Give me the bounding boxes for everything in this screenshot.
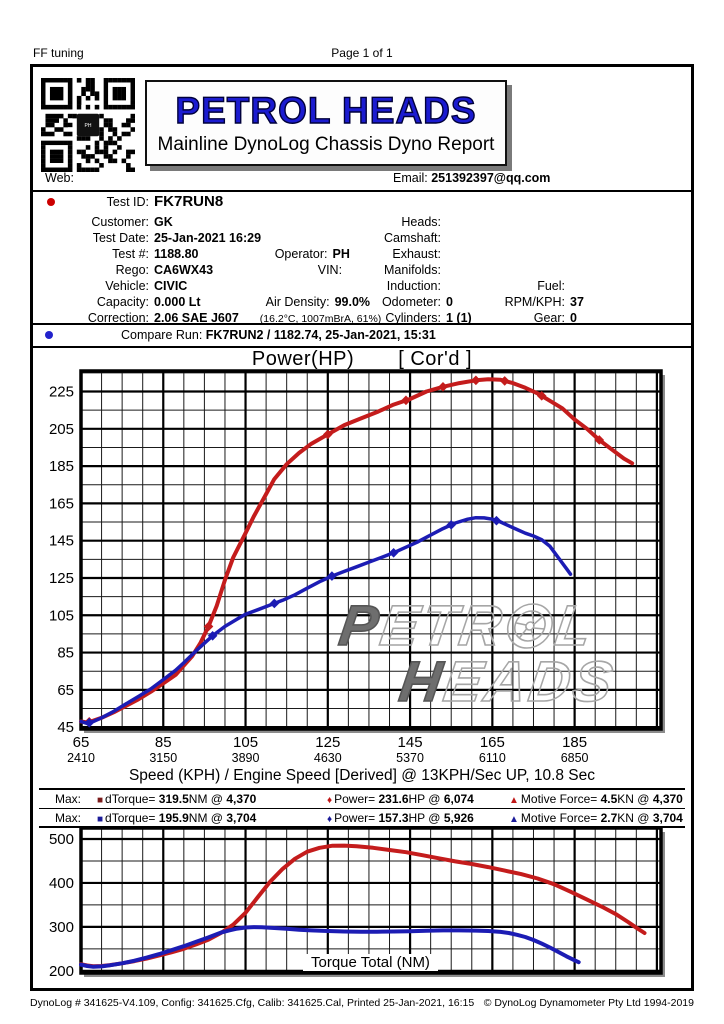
legend-item: ■ dTorque= 319.5NM @ 4,370	[97, 792, 257, 806]
power-chart-title: Power(HP) [ Cor'd ]	[33, 348, 691, 371]
compare-run-bullet	[45, 331, 53, 339]
legend-marker-icon: ■	[97, 814, 104, 825]
svg-text:45: 45	[57, 719, 74, 736]
power-chart-plot: 4565851051251451651852052256524108531501…	[49, 369, 665, 765]
compare-run-value: FK7RUN2 / 1182.74, 25-Jan-2021, 15:31	[205, 328, 436, 342]
divider	[33, 190, 691, 192]
chart-legend: Max: ■ dTorque= 319.5NM @ 4,370 ♦ Power= 231…	[39, 788, 685, 828]
print-header: FF tuning Page 1 of 1	[33, 46, 691, 60]
detail-row: Rego: CA6WX43 VIN: Manifolds:	[115, 263, 441, 277]
legend-item: ■ dTorque= 195.9NM @ 3,704	[97, 811, 257, 825]
svg-text:85: 85	[155, 734, 172, 751]
legend-item: ▲ Motive Force= 4.5KN @ 4,370	[509, 792, 683, 806]
svg-text:165: 165	[49, 495, 74, 512]
brand-box: PETROL HEADS Mainline DynoLog Chassis Dy…	[145, 80, 507, 166]
svg-text:145: 145	[49, 533, 74, 550]
svg-text:65: 65	[57, 682, 74, 699]
brand-subtitle: Mainline DynoLog Chassis Dyno Report	[157, 134, 495, 155]
detail-row: Customer: GK Heads:	[91, 215, 441, 229]
svg-text:145: 145	[398, 734, 423, 751]
svg-text:185: 185	[49, 458, 74, 475]
print-header-left: FF tuning	[33, 46, 84, 60]
detail-row: Capacity: 0.000 Lt Air Density: 99.0% Odomet…	[96, 295, 584, 309]
power-chart-title-suffix: [ Cor'd ]	[398, 348, 473, 370]
detail-row: Vehicle: CIVIC Induction: Fuel:	[105, 279, 565, 293]
legend-marker-icon: ■	[97, 795, 104, 806]
divider	[33, 323, 691, 325]
footer-left: DynoLog # 341625-V4.109, Config: 341625.…	[30, 997, 475, 1009]
svg-text:3890: 3890	[232, 751, 260, 765]
compare-run-row: Compare Run: FK7RUN2 / 1182.74, 25-Jan-2…	[33, 325, 691, 347]
footer-right: © DynoLog Dynamometer Pty Ltd 1994-2019	[483, 997, 694, 1009]
legend-marker-icon: ▲	[509, 795, 519, 806]
detail-row: Test #: 1188.80 Operator: PH Exhaust:	[112, 247, 441, 261]
power-chart-title-main: Power(HP)	[251, 348, 355, 370]
svg-text:105: 105	[233, 734, 258, 751]
svg-text:5370: 5370	[396, 751, 424, 765]
svg-text:65: 65	[73, 734, 90, 751]
svg-text:200: 200	[49, 963, 74, 978]
power-chart: 45 65 85 105 125 145 165 185 205 225 65 2410 85 3150 1…	[41, 367, 669, 777]
legend-item: ♦ Power= 231.6HP @ 6,074	[327, 792, 474, 806]
legend-row: Max: ■ dTorque= 319.5NM @ 4,370 ♦ Power= 231…	[39, 790, 685, 808]
legend-marker-icon: ♦	[327, 814, 333, 825]
svg-text:225: 225	[49, 384, 74, 401]
legend-marker-icon: ▲	[509, 814, 519, 825]
svg-text:205: 205	[49, 421, 74, 438]
svg-text:500: 500	[49, 831, 74, 848]
email-field: Email: 251392397@qq.com	[393, 171, 550, 185]
compare-run-line: Compare Run: FK7RUN2 / 1182.74, 25-Jan-2…	[121, 328, 436, 342]
detail-row: Test ID: FK7RUN8	[33, 193, 691, 215]
svg-text:6850: 6850	[561, 751, 589, 765]
web-label: Web:	[45, 171, 74, 185]
legend-marker-icon: ♦	[327, 795, 333, 806]
detail-row: Correction: 2.06 SAE J607 (16.2°C, 1007mBr…	[87, 311, 577, 325]
email-value: 251392397@qq.com	[431, 171, 551, 185]
detail-row: Test Date: 25-Jan-2021 16:29 Camshaft:	[92, 231, 441, 245]
report-sheet: PH PETROL HEADS Mainline DynoLog Chassis…	[30, 64, 694, 991]
divider	[33, 346, 691, 348]
svg-text:85: 85	[57, 645, 74, 662]
email-label: Email:	[393, 171, 428, 185]
torque-chart-label: Torque Total (NM)	[303, 954, 438, 971]
svg-text:6110: 6110	[479, 751, 506, 765]
test-details: Test ID: FK7RUN8 Customer: GK Heads: Test Dat…	[33, 193, 691, 327]
svg-text:300: 300	[49, 919, 74, 936]
svg-text:165: 165	[480, 734, 505, 751]
svg-text:125: 125	[315, 734, 340, 751]
svg-text:PH: PH	[85, 123, 92, 129]
brand-title: PETROL HEADS	[175, 89, 477, 131]
svg-text:125: 125	[49, 570, 74, 587]
svg-text:3150: 3150	[149, 751, 177, 765]
torque-chart-plot: 200 300 400 500	[49, 826, 665, 980]
torque-chart: 200 300 400 500 Torque Total (NM)	[41, 826, 669, 980]
print-header-page-number: Page 1 of 1	[331, 46, 393, 60]
legend-item: ♦ Power= 157.3HP @ 5,926	[327, 811, 474, 825]
legend-row: Max: ■ dTorque= 195.9NM @ 3,704 ♦ Power= 157…	[39, 808, 685, 826]
svg-text:400: 400	[49, 875, 74, 892]
contact-row: Web: Email: 251392397@qq.com	[45, 171, 681, 185]
x-axis-title: Speed (KPH) / Engine Speed [Derived] @ 1…	[128, 767, 596, 784]
svg-text:105: 105	[49, 607, 74, 624]
legend-item: ▲ Motive Force= 2.7KN @ 3,704	[509, 811, 683, 825]
compare-run-label: Compare Run:	[121, 328, 203, 342]
svg-text:185: 185	[562, 734, 587, 751]
qr-code: PH	[41, 78, 135, 172]
svg-text:2410: 2410	[67, 751, 95, 765]
report-footer: DynoLog # 341625-V4.109, Config: 341625.…	[30, 997, 694, 1009]
svg-text:4630: 4630	[314, 751, 342, 765]
